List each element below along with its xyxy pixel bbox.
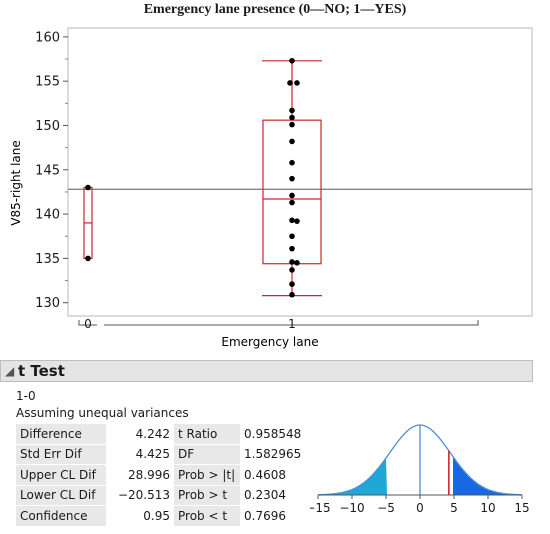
x-tick-label: 15	[514, 501, 529, 515]
data-point	[85, 184, 91, 191]
data-point	[289, 199, 295, 206]
table-row: Std Err Dif 4.425 DF 1.582965	[16, 444, 305, 465]
x-tick-label: 0	[416, 501, 424, 515]
data-point	[289, 291, 295, 298]
t-distribution-plot: −15 −10 −5 0 5 10 15	[310, 424, 530, 515]
data-point	[289, 267, 295, 273]
data-point	[289, 217, 295, 224]
stat-value: −20.513	[117, 488, 170, 503]
x-tick-label: −15	[310, 501, 331, 515]
plot-frame	[67, 27, 533, 317]
y-tick-label: 130	[35, 296, 60, 311]
data-point	[289, 192, 295, 199]
data-point	[289, 138, 295, 145]
data-point	[294, 80, 300, 86]
x-axis-label: Emergency lane	[221, 335, 318, 349]
data-point	[289, 281, 295, 287]
data-point	[294, 218, 300, 224]
x-tick-label: 1	[288, 317, 296, 331]
ttest-title: t Test	[18, 362, 65, 380]
x-tick-label: 10	[480, 501, 495, 515]
x-axis-bracket-1	[104, 320, 479, 326]
box-plot-chart: 130 135 140 145 150 155 160 0 1 V85-right lane E…	[9, 27, 533, 349]
collapse-triangle-icon[interactable]: ◢	[5, 364, 15, 378]
x-tick-label: 0	[84, 317, 92, 331]
stat-value: 4.242	[135, 427, 170, 441]
table-row: Difference 4.242 t Ratio 0.958548	[16, 424, 305, 445]
data-point	[85, 255, 91, 262]
stat-label: Difference	[16, 424, 106, 445]
y-tick-label: 145	[35, 163, 60, 178]
stat-label: Prob > t	[174, 485, 240, 506]
stat-label: Prob > |t|	[174, 464, 240, 486]
data-point	[294, 260, 300, 266]
data-point	[289, 159, 295, 166]
y-axis-label: V85-right lane	[9, 140, 23, 226]
stat-value: 28.996	[128, 467, 170, 482]
data-point	[289, 245, 295, 252]
stat-label: Upper CL Dif	[16, 464, 106, 486]
stat-value: 1.582965	[244, 447, 302, 462]
stat-value: 0.95	[143, 508, 170, 523]
stat-value: 0.958548	[244, 427, 302, 441]
stat-value: 0.4608	[244, 467, 286, 482]
y-tick-label: 140	[35, 208, 60, 223]
comparison-label: 1-0	[16, 389, 36, 403]
lower-tail-area	[318, 458, 387, 495]
stat-label: Prob < t	[174, 505, 240, 527]
x-axis-bracket-0	[78, 320, 97, 326]
x-tick-label: 5	[450, 501, 458, 515]
stat-value: 4.425	[135, 447, 170, 462]
y-tick-label: 160	[35, 30, 60, 45]
table-row: Confidence 0.95 Prob < t 0.7696	[16, 505, 305, 527]
page-title: Emergency lane presence (0—NO; 1—YES)	[143, 2, 407, 17]
data-point	[289, 259, 295, 265]
data-point	[289, 114, 295, 121]
data-point	[289, 121, 295, 128]
data-point	[289, 233, 295, 240]
data-point	[289, 175, 295, 182]
x-tick-label: −10	[339, 501, 364, 515]
stat-label: Confidence	[16, 505, 106, 527]
stat-label: t Ratio	[174, 424, 240, 445]
data-point	[289, 57, 295, 64]
ttest-stats-table: Difference 4.242 t Ratio 0.958548 Std Er…	[16, 424, 305, 527]
y-tick-label: 150	[35, 119, 60, 134]
table-row: Lower CL Dif −20.513 Prob > t 0.2304	[16, 485, 305, 506]
x-tick-label: −5	[377, 501, 395, 515]
table-row: Upper CL Dif 28.996 Prob > |t| 0.4608	[16, 464, 305, 486]
assumption-label: Assuming unequal variances	[16, 406, 189, 420]
y-tick-label: 135	[35, 252, 60, 267]
stat-label: Lower CL Dif	[16, 485, 106, 506]
stat-label: Std Err Dif	[16, 444, 106, 465]
upper-tail-area	[453, 456, 522, 495]
data-point	[287, 80, 293, 86]
ttest-section-header[interactable]: ◢ t Test	[0, 360, 533, 382]
data-point	[289, 107, 295, 114]
y-tick-label: 155	[35, 75, 60, 90]
stat-value: 0.7696	[244, 508, 286, 523]
stat-label: DF	[174, 444, 240, 465]
stat-value: 0.2304	[244, 488, 286, 503]
